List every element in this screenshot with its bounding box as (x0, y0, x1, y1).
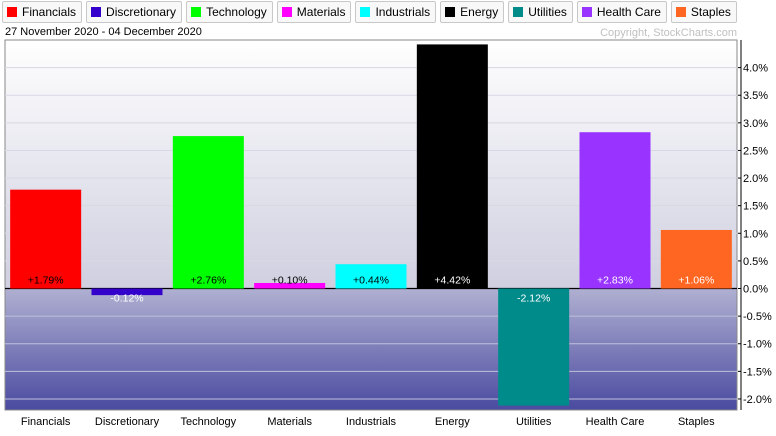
y-tick-label: -0.5% (743, 311, 772, 323)
data-label-health-care: +2.83% (597, 275, 633, 287)
data-label-discretionary: -0.12% (110, 293, 143, 305)
bar-financials[interactable] (10, 189, 82, 289)
legend-item-financials[interactable]: Financials (2, 1, 83, 23)
bar-health-care[interactable] (579, 132, 651, 289)
y-tick-label: 1.5% (743, 201, 768, 213)
legend-item-technology[interactable]: Technology (186, 1, 273, 23)
y-tick-label: 0.0% (743, 284, 768, 296)
category-label-materials: Materials (267, 416, 312, 428)
data-label-energy: +4.42% (434, 275, 470, 287)
category-label-industrials: Industrials (346, 416, 397, 428)
legend-label: Industrials (375, 5, 431, 19)
bar-energy[interactable] (416, 44, 488, 289)
category-label-discretionary: Discretionary (95, 416, 160, 428)
legend-item-discretionary[interactable]: Discretionary (86, 1, 183, 23)
legend-label: Financials (22, 5, 77, 19)
data-label-technology: +2.76% (190, 275, 226, 287)
legend-swatch (91, 7, 102, 17)
y-tick-label: 1.0% (743, 228, 768, 240)
y-tick-label: 2.5% (743, 145, 768, 157)
legend-item-materials[interactable]: Materials (276, 1, 352, 23)
legend-label: Health Care (596, 5, 661, 19)
category-label-financials: Financials (21, 416, 71, 428)
plot-background-negative (5, 288, 737, 410)
y-tick-label: -1.5% (743, 366, 772, 378)
legend-item-staples[interactable]: Staples (670, 1, 737, 23)
category-label-technology: Technology (181, 416, 237, 428)
data-label-utilities: -2.12% (517, 293, 550, 305)
legend-item-health-care[interactable]: Health Care (576, 1, 667, 23)
data-label-staples: +1.06% (678, 275, 714, 287)
data-label-materials: +0.10% (272, 275, 308, 287)
data-label-financials: +1.79% (28, 275, 64, 287)
y-tick-label: 0.5% (743, 256, 768, 268)
y-tick-label: 3.5% (743, 90, 768, 102)
legend-label: Energy (460, 5, 499, 19)
legend-label: Materials (296, 5, 346, 19)
plot-border (4, 39, 738, 411)
legend-swatch (281, 7, 292, 17)
category-label-staples: Staples (678, 416, 715, 428)
y-tick-label: -1.0% (743, 339, 772, 351)
legend-item-energy[interactable]: Energy (440, 1, 505, 23)
bar-discretionary[interactable] (91, 288, 163, 296)
category-label-utilities: Utilities (516, 416, 552, 428)
legend-swatch (7, 7, 17, 17)
bar-materials[interactable] (254, 282, 326, 289)
legend: Financials Discretionary Technology Materia… (0, 0, 776, 24)
legend-label: Staples (690, 5, 731, 19)
legend-label: Utilities (528, 5, 567, 19)
category-label-energy: Energy (435, 416, 470, 428)
bar-technology[interactable] (172, 136, 244, 289)
bar-industrials[interactable] (335, 264, 407, 289)
y-tick-label: 4.0% (743, 63, 768, 75)
copyright-text: Copyright, StockCharts.com (600, 27, 737, 39)
y-tick-label: -2.0% (743, 394, 772, 406)
date-range: 27 November 2020 - 04 December 2020 (5, 26, 202, 38)
category-label-health-care: Health Care (586, 416, 645, 428)
legend-label: Discretionary (106, 5, 177, 19)
legend-item-industrials[interactable]: Industrials (355, 1, 437, 23)
y-tick-label: 2.0% (743, 173, 768, 185)
legend-swatch (581, 7, 592, 17)
legend-item-utilities[interactable]: Utilities (508, 1, 573, 23)
bar-staples[interactable] (660, 229, 732, 289)
legend-swatch (360, 7, 371, 17)
data-label-industrials: +0.44% (353, 275, 389, 287)
bar-utilities[interactable] (498, 288, 570, 406)
legend-swatch (445, 7, 456, 17)
legend-swatch (513, 7, 524, 17)
y-tick-label: 3.0% (743, 118, 768, 130)
legend-swatch (675, 7, 686, 17)
legend-swatch (191, 7, 202, 17)
legend-label: Technology (206, 5, 267, 19)
